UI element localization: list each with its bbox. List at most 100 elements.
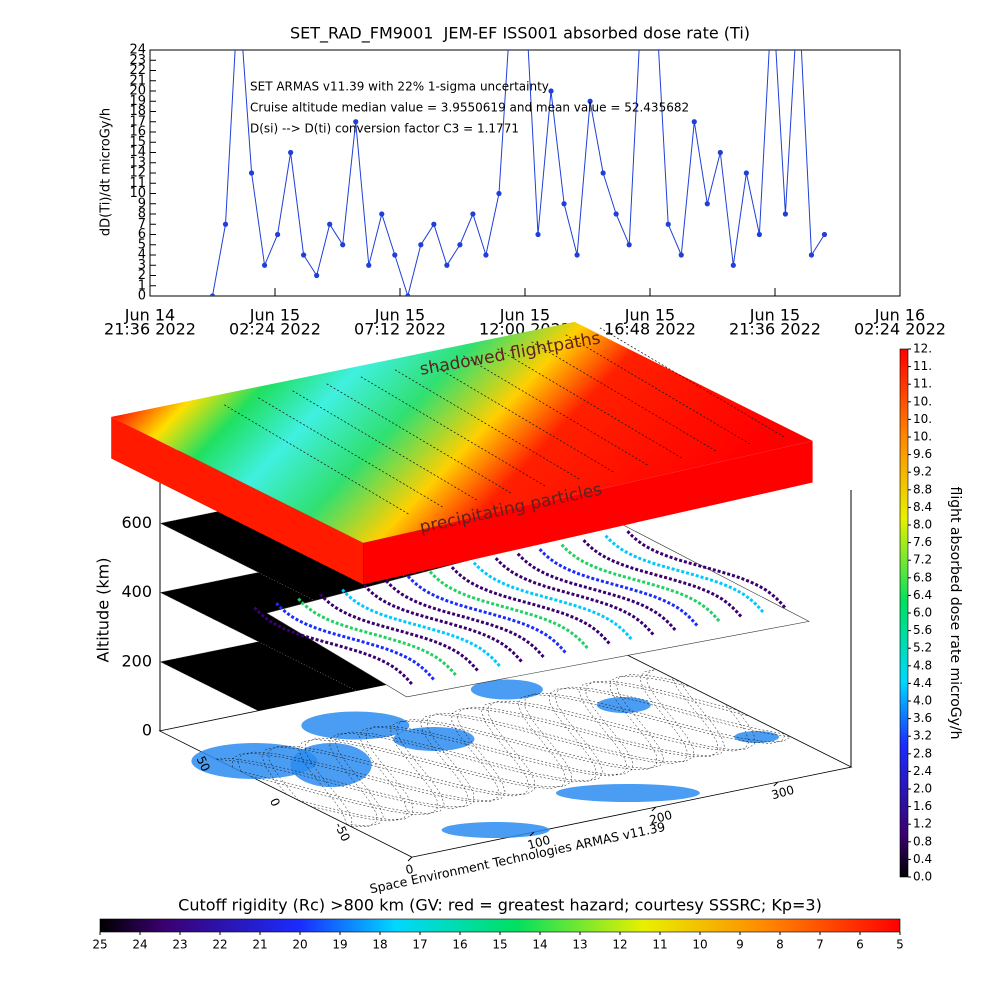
ground-track [240,674,681,814]
data-point [626,242,632,248]
annotation: SET ARMAS v11.39 with 22% 1-sigma uncert… [250,80,549,94]
annotation: D(si) --> D(ti) conversion factor C3 = 1… [250,122,519,136]
orbit-track [604,534,765,613]
data-point [613,211,619,217]
data-point [483,252,489,258]
y-tick-label: 10 [129,186,146,201]
data-point [314,272,320,279]
colorbar-tick-label: 22 [212,938,227,952]
colorbar-tick-label: 12 [612,938,627,952]
hazard-slab-front [363,440,813,585]
orbit-track [275,602,435,681]
data-point [704,201,710,207]
colorbar [899,348,909,878]
lon-tick-label: 200 [648,808,674,827]
colorbar-tick-label: 20 [292,938,307,952]
lat-tick-label: 50 [194,754,213,774]
colorbar-tick-label: 6 [856,938,864,952]
x-tick-label: 21:36 2022 [104,320,196,339]
colorbar-tick-label: 9.6 [913,447,932,461]
y-tick-label: 17 [129,114,146,129]
land-mass [555,784,700,802]
colorbar-tick-label: 5 [896,938,904,952]
colorbar-tick-label: 7 [816,938,824,952]
land-mass [734,731,780,743]
colorbar-tick-label: 11 [652,938,667,952]
data-point [379,211,385,217]
hazard-slab-side [111,416,364,585]
data-point [808,252,815,258]
annotation: Cruise altitude median value = 3.9550619… [250,101,689,115]
orbit-track [253,606,413,685]
chart-title: SET_RAD_FM9001 JEM-EF ISS001 absorbed do… [290,24,750,44]
data-point [392,252,398,258]
colorbar-tick-label: 10. [913,430,932,444]
colorbar-tick-label: 10. [913,412,932,426]
data-point [470,211,476,217]
z-tick-label: 400 [121,582,152,601]
y-tick-label: 11 [129,176,146,191]
data-point [261,262,268,268]
land-mass [290,743,372,787]
data-point [431,221,437,227]
y-tick-label: 2 [138,268,146,283]
orbit-track [385,579,545,658]
x-tick-label: 02:24 2022 [854,320,946,339]
y-tick-label: 15 [129,135,146,150]
colorbar-tick-label: 25 [92,938,107,952]
data-point [222,221,229,227]
colorbar-tick-label: 11. [913,359,932,373]
z-tick-label: 600 [121,513,152,532]
orbit-track [319,593,479,672]
data-point [717,149,723,156]
y-tick-label: 19 [129,94,146,109]
y-tick-label: 23 [129,53,146,68]
y-tick-label: 22 [129,63,146,78]
orbit-track [560,543,721,622]
orbit-track [472,561,633,640]
x-tick-label: Jun 14 [124,306,175,325]
colorbar-tick-label: 2.4 [913,764,932,778]
z-axis-label: Altitude (km) [94,558,113,663]
colorbar-tick-label: 0.0 [913,870,932,884]
colorbar-tick-label: 8.0 [913,518,932,532]
data-point [561,201,567,207]
data-point [548,88,554,94]
lon-tick [773,781,779,787]
colorbar-tick-label: 11. [913,377,932,391]
colorbar-tick-label: 8 [776,938,784,952]
y-tick-label: 1 [138,278,146,293]
y-tick-label: 8 [138,207,146,222]
x-tick-label: 16:48 2022 [604,320,696,339]
y-tick-label: 13 [129,155,146,170]
y-tick-label: 4 [138,248,146,263]
lon-tick [407,856,413,862]
colorbar-tick-label: 17 [412,938,427,952]
data-point [756,231,762,238]
colorbar-tick-label: 1.2 [913,817,932,831]
orbit-track [406,575,567,654]
ground-track [261,701,750,797]
data-point [600,170,606,176]
plot-area [209,50,828,296]
lon-tick-label: 100 [526,833,552,852]
data-point [248,170,255,176]
colorbar-tick-label: 5.2 [913,641,932,655]
data-point [457,242,463,248]
colorbar-tick-label: 13 [572,938,587,952]
colorbar-tick-label: 10. [913,394,932,408]
colorbar-tick-label: 3.6 [913,711,932,725]
data-point [353,119,359,125]
colorbar-tick-label: 2.0 [913,782,932,796]
colorbar-label: Cutoff rigidity (Rc) >800 km (GV: red = … [178,896,822,915]
data-point [730,262,736,268]
data-point [340,242,346,248]
colorbar-tick-label: 8.4 [913,500,932,514]
colorbar-tick-label: 12. [913,342,932,356]
orbit-track [450,566,611,645]
data-point [782,211,789,217]
colorbar-tick-label: 5.6 [913,623,932,637]
y-tick-label: 12 [129,166,146,181]
hazard-slab-top [111,321,813,543]
